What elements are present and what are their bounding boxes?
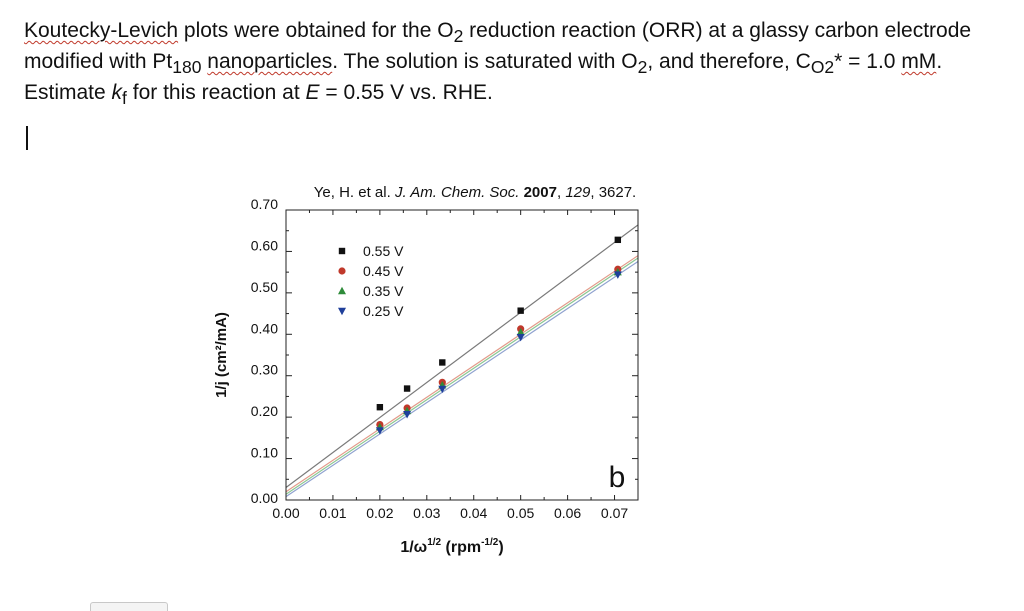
data-point	[403, 411, 412, 419]
koutecky-levich-chart: 0.00 0.01 0.02 0.03 0.04 0.05 0.06 0.07 0.00 0.10…	[190, 175, 690, 575]
data-point	[614, 236, 622, 244]
data-point	[516, 328, 525, 336]
data-points	[375, 236, 622, 435]
x-tick-label: 0.07	[601, 505, 628, 521]
y-tick-label: 0.10	[251, 445, 278, 461]
y-tick-label: 0.30	[251, 362, 278, 378]
x-tick-label: 0.02	[366, 505, 393, 521]
legend-marker	[338, 286, 346, 295]
chart-citation: Ye, H. et al. J. Am. Chem. Soc. 2007, 12…	[314, 184, 636, 201]
y-tick-label: 0.20	[251, 403, 278, 419]
bottom-tab[interactable]	[90, 602, 168, 611]
legend: 0.55 V 0.45 V 0.35 V 0.25 V	[338, 243, 404, 319]
x-tick-label: 0.01	[319, 505, 346, 521]
axis-ticks: 0.00 0.01 0.02 0.03 0.04 0.05 0.06 0.07 0.00 0.10…	[251, 196, 638, 521]
fit-line	[285, 255, 639, 493]
data-point	[517, 307, 524, 314]
data-point	[376, 404, 384, 411]
y-tick-label: 0.50	[251, 279, 278, 295]
x-tick-label: 0.00	[272, 505, 299, 521]
chart-svg: 0.00 0.01 0.02 0.03 0.04 0.05 0.06 0.07 0.00 0.10…	[213, 184, 639, 556]
data-point	[516, 333, 525, 342]
fit-line	[285, 224, 639, 488]
fit-line	[285, 260, 639, 498]
question-text-koutecky-levich: Koutecky-Levich	[24, 19, 179, 42]
legend-marker	[338, 307, 346, 316]
x-tick-label: 0.06	[554, 505, 581, 521]
y-tick-label: 0.40	[251, 320, 278, 336]
y-tick-label: 0.60	[251, 237, 278, 253]
legend-label: 0.45 V	[363, 263, 404, 279]
panel-label: b	[609, 461, 626, 494]
data-point	[403, 385, 411, 392]
legend-label: 0.35 V	[363, 283, 404, 299]
y-axis-label: 1/j (cm²/mA)	[213, 312, 230, 398]
legend-marker	[338, 247, 346, 255]
x-tick-label: 0.04	[460, 505, 487, 521]
y-tick-label: 0.00	[251, 490, 278, 506]
x-tick-label: 0.03	[413, 505, 440, 521]
legend-label: 0.25 V	[363, 303, 404, 319]
fit-line	[285, 257, 639, 495]
legend-marker	[338, 267, 346, 275]
fit-lines	[285, 224, 639, 498]
question-text: Koutecky-Levich plots were obtained for …	[24, 19, 972, 109]
text-cursor[interactable]	[26, 126, 28, 150]
legend-label: 0.55 V	[363, 243, 404, 259]
data-point	[613, 271, 622, 279]
data-point	[375, 427, 384, 435]
data-point	[439, 359, 446, 366]
x-tick-label: 0.05	[507, 505, 534, 521]
y-tick-label: 0.70	[251, 196, 278, 212]
x-axis-label: 1/ω1/2 (rpm-1/2)	[400, 537, 503, 556]
data-point	[438, 385, 447, 394]
